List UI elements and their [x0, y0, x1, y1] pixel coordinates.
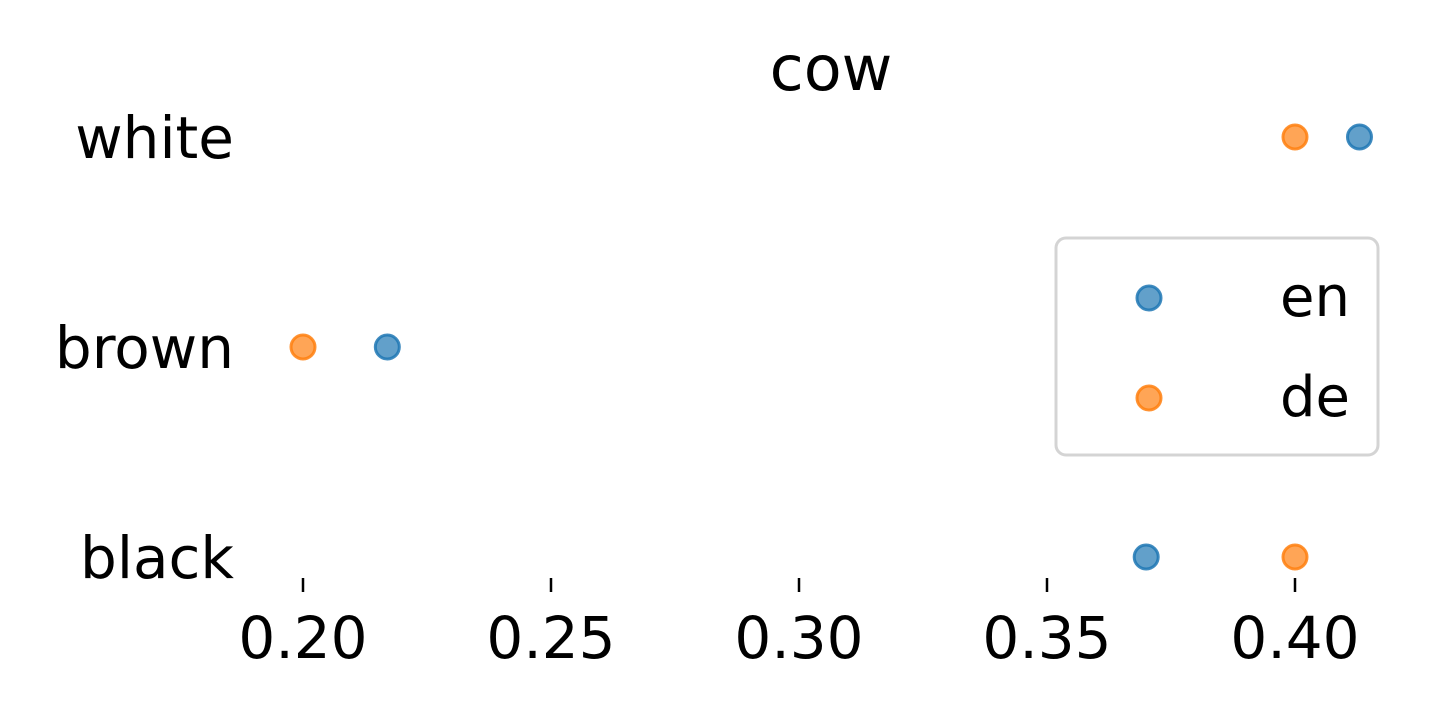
x-tick-label: 0.35: [982, 604, 1111, 672]
x-tick-label: 0.40: [1230, 604, 1359, 672]
x-tick-label: 0.25: [486, 604, 615, 672]
legend-marker-de: [1135, 384, 1163, 412]
legend: en de: [1054, 236, 1380, 457]
point-en-white: [1345, 123, 1373, 151]
point-de-black: [1281, 543, 1309, 571]
chart-title: cow: [770, 32, 893, 105]
y-tick-label-brown: brown: [55, 314, 234, 382]
y-tick-label-white: white: [75, 104, 234, 172]
point-de-white: [1281, 123, 1309, 151]
point-de-brown: [289, 333, 317, 361]
x-tick-label: 0.30: [734, 604, 863, 672]
legend-label-en: en: [1280, 265, 1350, 330]
data-points: [289, 123, 1373, 571]
point-en-black: [1132, 543, 1160, 571]
y-axis-labels: white brown black: [55, 104, 234, 592]
y-tick-label-black: black: [80, 524, 234, 592]
x-axis-ticks: 0.20 0.25 0.30 0.35 0.40: [238, 578, 1360, 672]
point-en-brown: [373, 333, 401, 361]
legend-label-de: de: [1280, 365, 1350, 430]
legend-marker-en: [1135, 284, 1163, 312]
x-tick-label: 0.20: [238, 604, 367, 672]
